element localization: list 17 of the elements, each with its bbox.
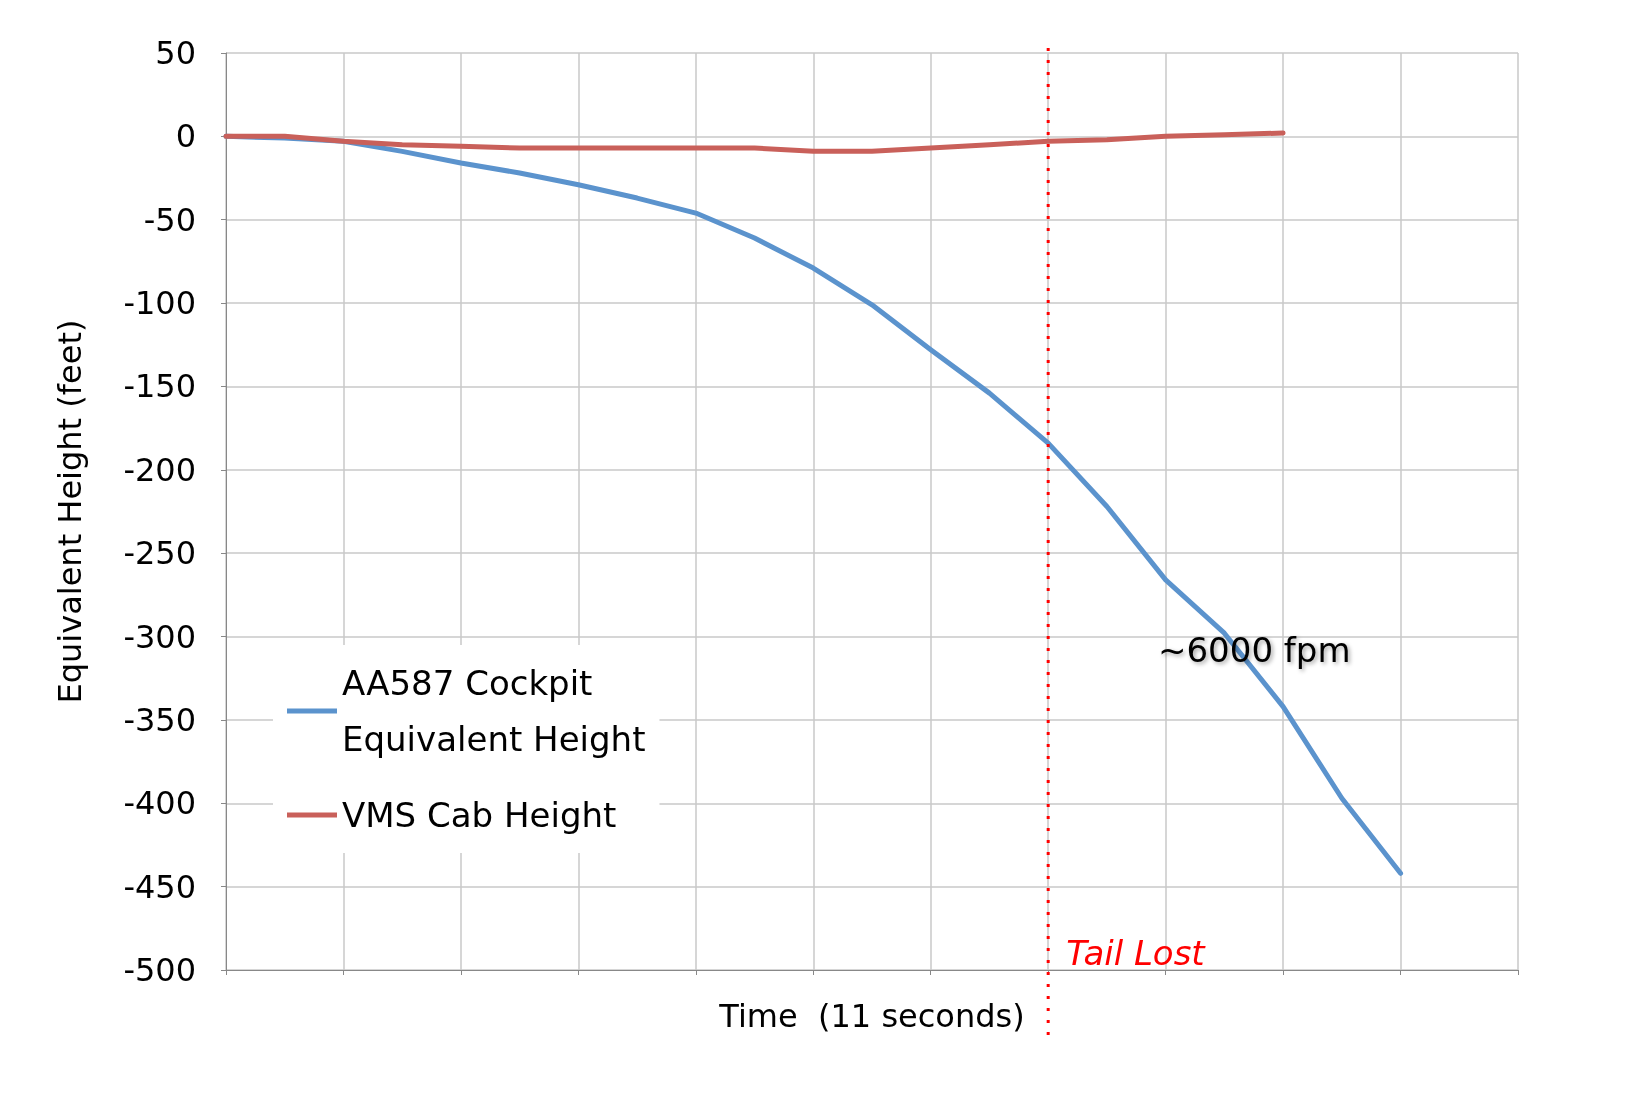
- y-tick-label: -500: [123, 951, 196, 989]
- y-tick-label: -400: [123, 784, 196, 823]
- y-tick-label: -50: [143, 200, 196, 239]
- y-tick-label: 0: [175, 117, 196, 156]
- y-tick-label: -350: [123, 700, 196, 739]
- legend-label: VMS Cab Height: [342, 795, 617, 835]
- y-axis-title: Equivalent Height (feet): [51, 319, 89, 704]
- y-tick-label: -450: [123, 867, 196, 906]
- y-tick-label: -200: [123, 450, 196, 489]
- y-tick-label: -100: [123, 284, 196, 323]
- y-tick-label: -300: [123, 617, 196, 656]
- y-tick-label: -250: [123, 534, 196, 573]
- x-axis-title: Time (11 seconds): [718, 997, 1025, 1035]
- y-tick-label: -150: [123, 367, 196, 406]
- annotation: Tail Lost: [1066, 933, 1207, 973]
- legend-label: AA587 Cockpit Equivalent Height: [342, 663, 646, 759]
- y-tick-label: 50: [155, 34, 196, 72]
